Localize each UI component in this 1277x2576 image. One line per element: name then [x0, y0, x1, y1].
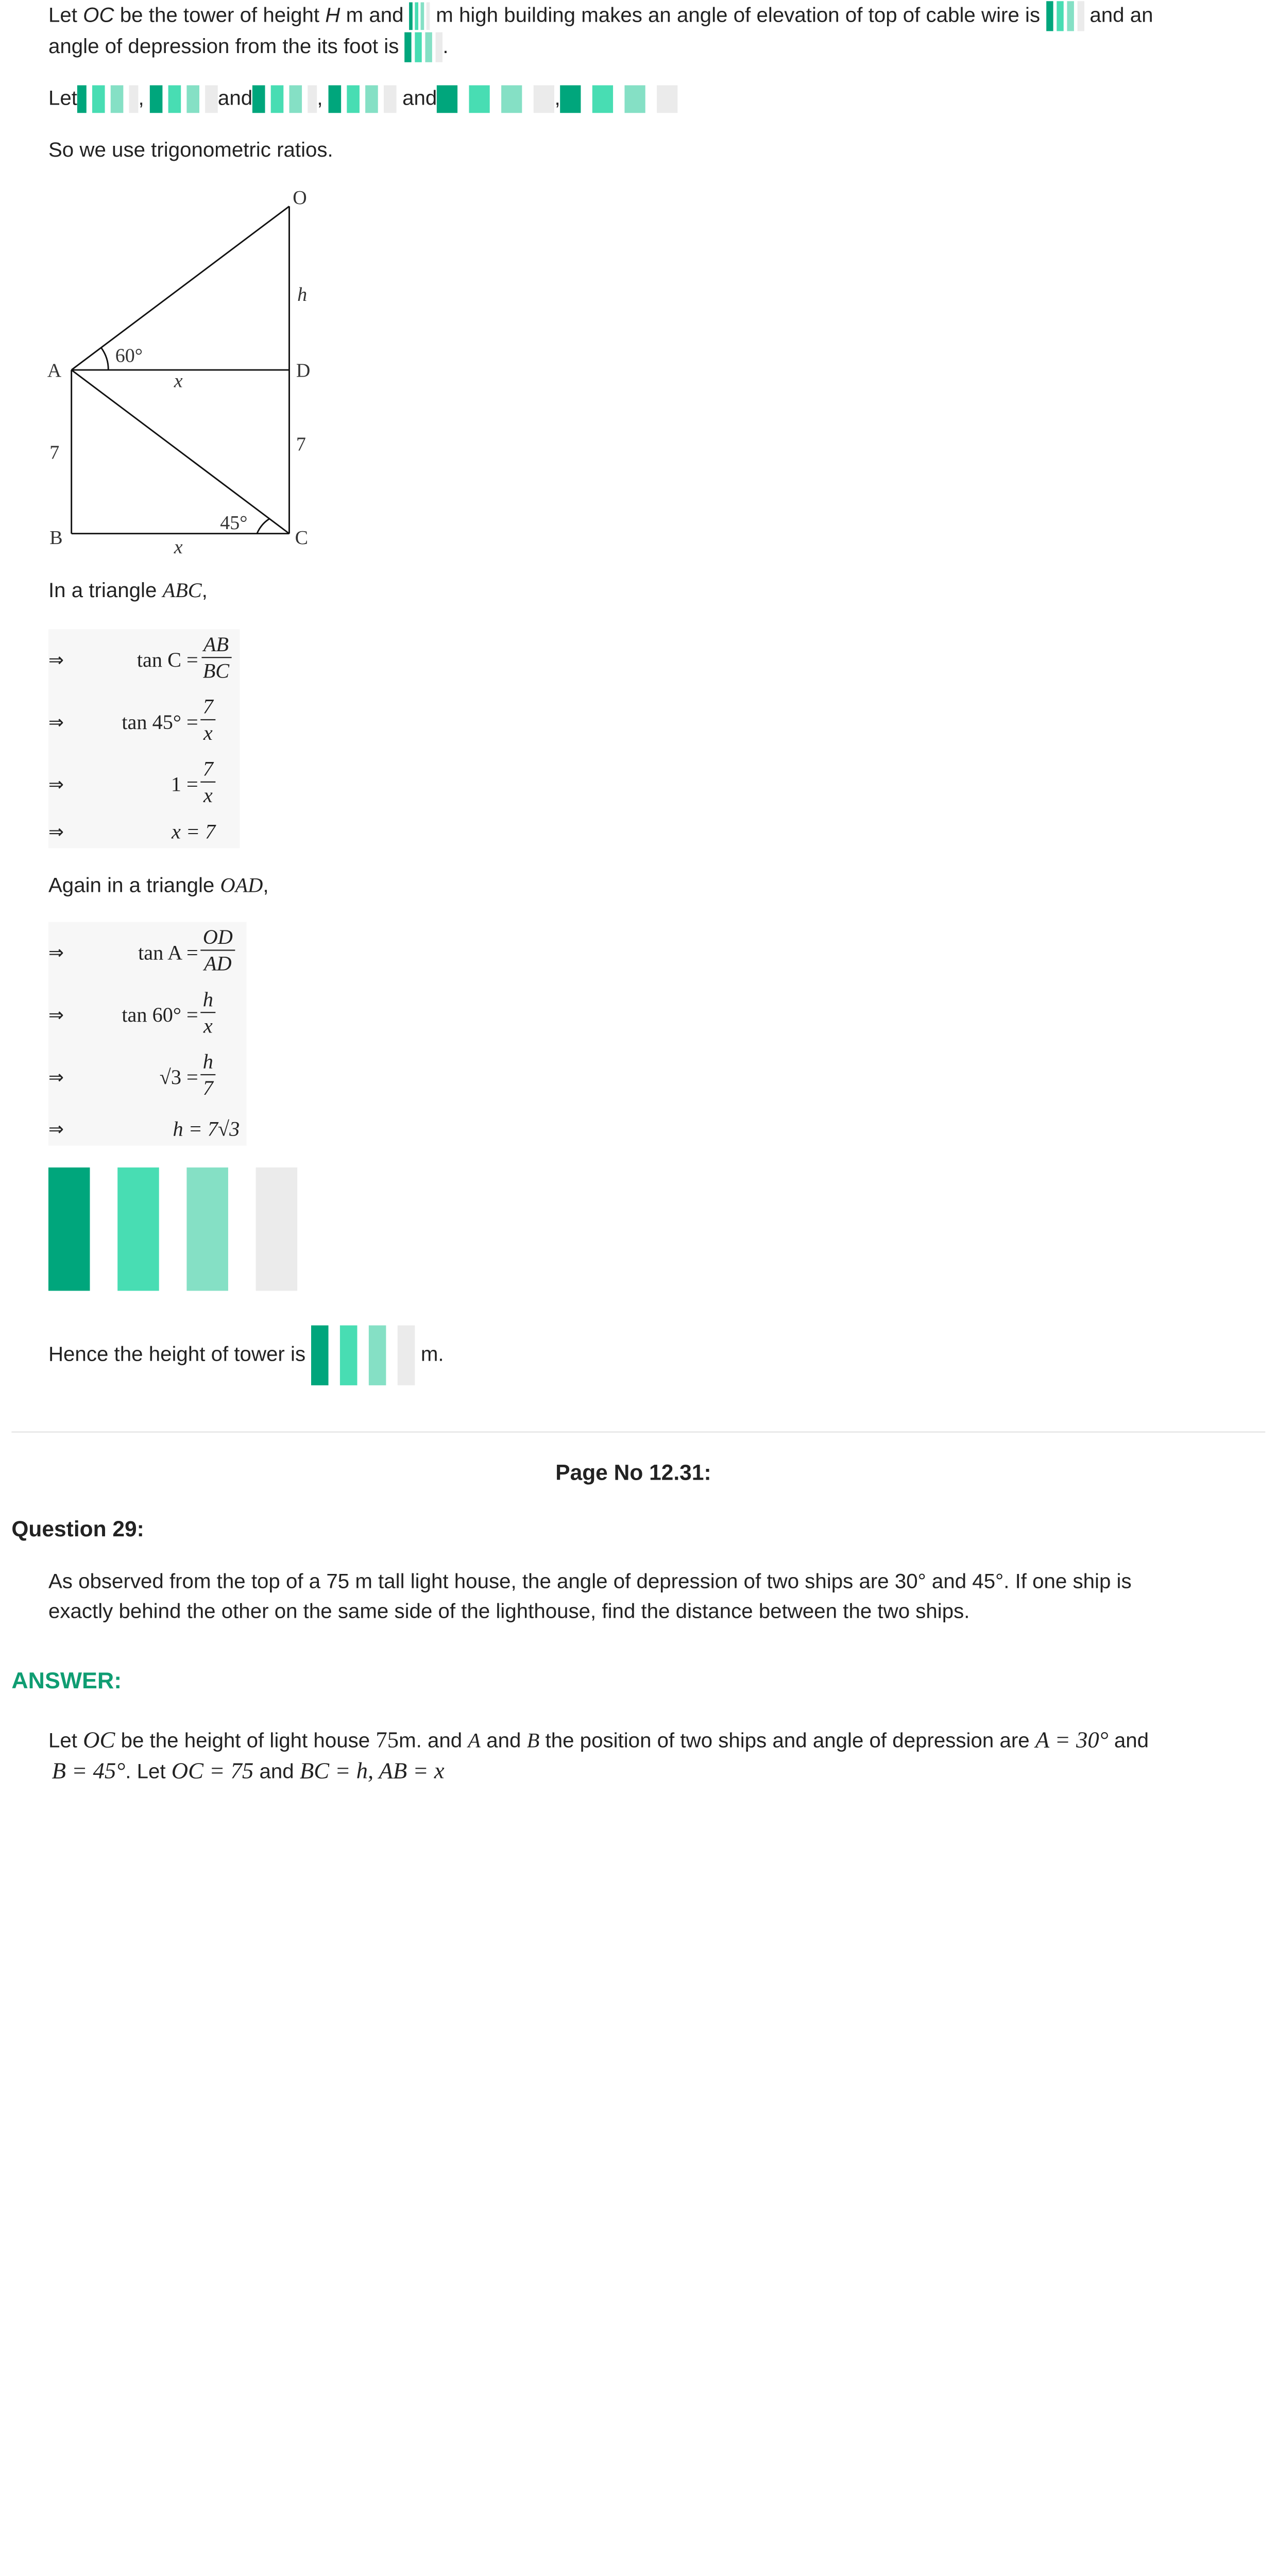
label-a: A [47, 360, 62, 381]
redacted-value [560, 86, 678, 113]
intro-line-2: angle of depression from the its foot is… [48, 31, 449, 63]
question-text-line-1: As observed from the top of a 75 m tall … [48, 1569, 1132, 1593]
equation-row: ⇒ tan C = AB BC [48, 629, 244, 691]
math-abc: ABC [162, 578, 202, 602]
equation-row: ⇒ h = 7√3 [48, 1117, 240, 1141]
label-b: B [49, 527, 62, 549]
math-oad: OAD [220, 873, 263, 897]
intro-text: angle of depression from the its foot is [48, 35, 399, 58]
math-h: H [325, 3, 340, 27]
label-d: D [296, 360, 310, 381]
label-x-top: x [174, 370, 183, 392]
math-oc: OC [83, 3, 114, 27]
page-number: Page No 12.31: [555, 1461, 711, 1486]
redacted-value [409, 3, 430, 30]
intro-text: be the tower of height [120, 3, 320, 27]
triangle-abc-heading: In a triangle ABC, [48, 578, 208, 602]
line-ao [71, 206, 290, 371]
intro-text: Let [48, 3, 77, 27]
answer-line-2: B = 45°. Let OC = 75 and BC = h, AB = x [52, 1758, 445, 1784]
math-b: B [526, 1728, 540, 1752]
line-ac [71, 369, 290, 534]
angle-arc-c [256, 518, 270, 534]
implies-arrow: ⇒ [48, 941, 64, 964]
math-oc-eq: OC = 75 [171, 1758, 254, 1784]
fraction: OD AD [200, 924, 235, 976]
label-angle-60: 60° [115, 345, 143, 366]
implies-arrow: ⇒ [48, 1004, 64, 1026]
math-b-eq: B = 45° [52, 1758, 126, 1784]
label-seven-right: 7 [296, 434, 306, 455]
question-title: Question 29: [11, 1518, 144, 1543]
label-angle-45: 45° [220, 512, 247, 534]
redacted-value [77, 86, 139, 113]
equation-row: ⇒ x = 7 [48, 820, 216, 843]
let-line: Let, and, and, [48, 83, 678, 114]
intro-text: and an [1089, 3, 1153, 27]
answer-line-1: Let OC be the height of light house 75m.… [48, 1727, 1149, 1753]
label-o: O [293, 187, 307, 209]
implies-arrow: ⇒ [48, 649, 64, 671]
math-bc-ab: BC = h, AB = x [299, 1758, 445, 1784]
redacted-value [311, 1325, 415, 1385]
implies-arrow: ⇒ [48, 820, 64, 843]
math-a-eq: A = 30° [1035, 1727, 1109, 1753]
intro-text: m high building makes an angle of elevat… [436, 3, 1041, 27]
math-oc: OC [83, 1727, 115, 1753]
math-a: A [468, 1728, 481, 1752]
implies-arrow: ⇒ [48, 711, 64, 733]
redacted-value [149, 86, 218, 113]
implies-arrow: ⇒ [48, 1117, 64, 1140]
label-seven-left: 7 [49, 442, 59, 463]
angle-arc-a [100, 347, 109, 370]
redacted-value [328, 86, 397, 113]
implies-arrow: ⇒ [48, 1066, 64, 1088]
redacted-value [404, 32, 443, 63]
conclusion-line: Hence the height of tower is m. [48, 1325, 444, 1385]
triangle-oad-heading: Again in a triangle OAD, [48, 873, 269, 897]
trig-line: So we use trigonometric ratios. [48, 138, 333, 162]
answer-label: ANSWER: [11, 1669, 122, 1694]
redacted-answer-block [48, 1167, 298, 1291]
redacted-value [252, 86, 317, 113]
label-h: h [297, 284, 307, 306]
label-x-bottom: x [174, 536, 183, 558]
implies-arrow: ⇒ [48, 773, 64, 795]
geometry-figure: O A B C D h x x 7 7 60° 45° [47, 187, 311, 558]
section-divider [11, 1431, 1266, 1433]
redacted-value [1046, 1, 1084, 31]
fraction: AB BC [200, 632, 231, 684]
redacted-value [437, 86, 555, 113]
equation-row: ⇒ tan A = OD AD [48, 922, 244, 985]
label-c: C [295, 527, 308, 549]
intro-line-1: Let OC be the tower of height H m and m … [48, 0, 1153, 31]
question-text-line-2: exactly behind the other on the same sid… [48, 1599, 970, 1623]
intro-text: m and [346, 3, 404, 27]
